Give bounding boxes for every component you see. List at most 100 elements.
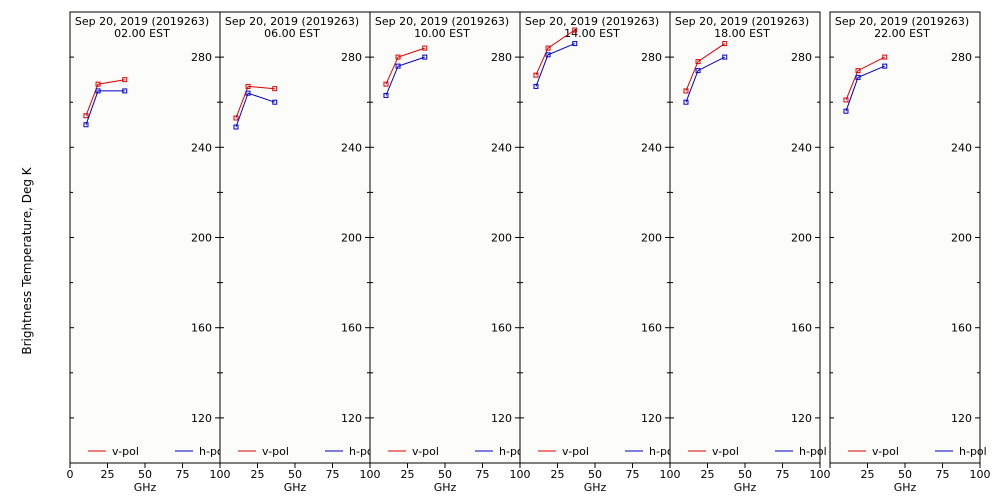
panel-subtitle: 22.00 EST <box>874 27 930 40</box>
data-point-v-pol <box>233 115 239 121</box>
panel-frame <box>369 11 521 464</box>
x-tick-label: 50 <box>138 468 152 481</box>
y-tick-label: 120 <box>641 412 662 425</box>
y-tick-label: 160 <box>341 322 362 335</box>
data-point-h-pol <box>233 124 239 130</box>
data-point-h-pol <box>422 54 428 60</box>
data-point-v-pol <box>572 27 578 33</box>
x-tick-label: 50 <box>288 468 302 481</box>
x-tick-label: 100 <box>210 468 231 481</box>
legend-label: h-pol <box>799 445 827 458</box>
x-tick-label: 100 <box>660 468 681 481</box>
y-tick-label: 200 <box>641 232 662 245</box>
y-tick-label: 160 <box>191 322 212 335</box>
x-axis-label: GHz <box>894 481 917 494</box>
data-point-v-pol <box>122 77 128 83</box>
x-tick-label: 25 <box>401 468 415 481</box>
data-point-v-pol <box>882 54 888 60</box>
y-tick-label: 160 <box>491 322 512 335</box>
panel-title: Sep 20, 2019 (2019263) <box>525 15 659 28</box>
x-tick-label: 50 <box>738 468 752 481</box>
panel-subtitle: 10.00 EST <box>414 27 470 40</box>
panel-title: Sep 20, 2019 (2019263) <box>375 15 509 28</box>
x-tick-label: 50 <box>898 468 912 481</box>
x-tick-label: 25 <box>101 468 115 481</box>
x-axis-label: GHz <box>734 481 757 494</box>
y-tick-label: 120 <box>951 412 972 425</box>
data-point-h-pol <box>83 122 89 128</box>
series-line-h-pol <box>685 56 726 103</box>
panel-subtitle: 02.00 EST <box>114 27 170 40</box>
x-tick-label: 25 <box>861 468 875 481</box>
series-line-h-pol <box>235 92 275 128</box>
data-point-h-pol <box>882 63 888 69</box>
data-point-v-pol <box>272 86 278 92</box>
y-tick-label: 160 <box>641 322 662 335</box>
data-point-v-pol <box>395 54 401 60</box>
y-tick-label: 280 <box>791 51 812 64</box>
data-point-h-pol <box>855 74 861 80</box>
data-point-h-pol <box>272 99 278 105</box>
y-tick-label: 120 <box>191 412 212 425</box>
y-tick-label: 240 <box>791 141 812 154</box>
x-tick-label: 0 <box>67 468 74 481</box>
x-tick-label: 75 <box>476 468 490 481</box>
y-tick-label: 280 <box>341 51 362 64</box>
data-point-v-pol <box>683 88 689 94</box>
panel-frame <box>519 11 671 464</box>
data-point-h-pol <box>122 88 128 94</box>
data-point-h-pol <box>572 41 578 47</box>
panel-title: Sep 20, 2019 (2019263) <box>225 15 359 28</box>
y-tick-label: 120 <box>791 412 812 425</box>
x-tick-label: 100 <box>970 468 991 481</box>
series-line-h-pol <box>845 65 885 112</box>
data-point-v-pol <box>95 81 101 87</box>
x-axis-label: GHz <box>284 481 307 494</box>
x-tick-label: 75 <box>176 468 190 481</box>
data-point-v-pol <box>383 81 389 87</box>
x-tick-label: 75 <box>936 468 950 481</box>
data-point-v-pol <box>843 97 849 103</box>
y-tick-label: 240 <box>951 141 972 154</box>
y-tick-label: 240 <box>641 141 662 154</box>
panel-subtitle: 14.00 EST <box>564 27 620 40</box>
panel-title: Sep 20, 2019 (2019263) <box>835 15 969 28</box>
data-point-h-pol <box>695 68 701 74</box>
legend-label: v-pol <box>712 445 739 458</box>
y-tick-label: 120 <box>341 412 362 425</box>
panel-title: Sep 20, 2019 (2019263) <box>675 15 809 28</box>
data-point-v-pol <box>245 83 251 89</box>
y-tick-label: 120 <box>491 412 512 425</box>
legend-label: h-pol <box>959 445 987 458</box>
data-point-h-pol <box>395 63 401 69</box>
data-point-v-pol <box>695 59 701 65</box>
y-tick-label: 280 <box>951 51 972 64</box>
legend-label: v-pol <box>262 445 289 458</box>
series-line-v-pol <box>385 47 425 85</box>
x-tick-label: 25 <box>251 468 265 481</box>
legend-label: v-pol <box>112 445 139 458</box>
data-point-h-pol <box>533 83 539 89</box>
y-axis-label: Brightness Temperature, Deg K <box>20 166 34 354</box>
x-axis-label: GHz <box>434 481 457 494</box>
legend-label: v-pol <box>412 445 439 458</box>
series-line-h-pol <box>385 56 425 96</box>
data-point-h-pol <box>722 54 728 60</box>
panel-subtitle: 18.00 EST <box>714 27 770 40</box>
x-axis-label: GHz <box>134 481 157 494</box>
series-line-h-pol <box>535 43 575 87</box>
y-tick-label: 280 <box>191 51 212 64</box>
data-point-v-pol <box>722 41 728 47</box>
x-tick-label: 50 <box>438 468 452 481</box>
series-line-v-pol <box>235 85 275 119</box>
x-tick-label: 25 <box>701 468 715 481</box>
data-point-h-pol <box>95 88 101 94</box>
y-tick-label: 200 <box>491 232 512 245</box>
data-point-v-pol <box>545 45 551 51</box>
x-tick-label: 50 <box>588 468 602 481</box>
series-line-v-pol <box>845 56 886 101</box>
y-tick-label: 160 <box>951 322 972 335</box>
series-line-v-pol <box>685 43 726 92</box>
y-tick-label: 280 <box>491 51 512 64</box>
